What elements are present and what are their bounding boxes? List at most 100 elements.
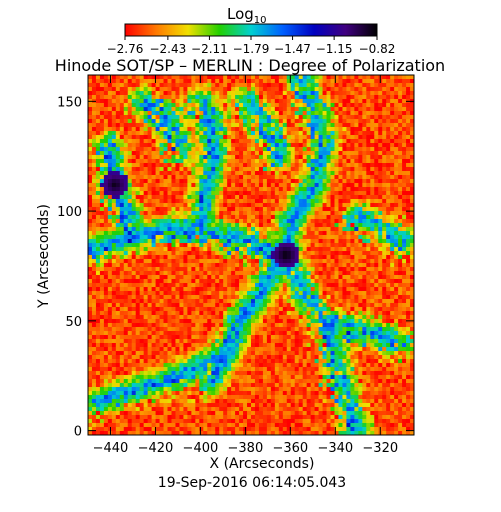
heatmap-cell <box>278 287 284 292</box>
heatmap-cell <box>258 103 264 108</box>
heatmap-cell <box>394 271 399 276</box>
heatmap-cell <box>326 179 331 184</box>
heatmap-cell <box>235 235 240 240</box>
heatmap-cell <box>410 231 414 236</box>
heatmap-cell <box>199 259 204 264</box>
heatmap-cell <box>262 115 268 120</box>
heatmap-cell <box>262 191 268 196</box>
heatmap-cell <box>243 303 248 308</box>
heatmap-cell <box>398 163 403 168</box>
heatmap-cell <box>286 207 292 212</box>
heatmap-cell <box>175 219 180 224</box>
heatmap-cell <box>374 263 379 268</box>
heatmap-cell <box>163 79 168 84</box>
heatmap-cell <box>378 255 383 260</box>
heatmap-cell <box>342 175 347 180</box>
heatmap-cell <box>235 127 240 132</box>
heatmap-cell <box>398 247 403 252</box>
heatmap-cell <box>163 131 168 136</box>
heatmap-cell <box>231 211 236 216</box>
heatmap-cell <box>286 211 292 216</box>
heatmap-cell <box>191 267 196 272</box>
heatmap-cell <box>171 199 176 204</box>
heatmap-cell <box>290 211 296 216</box>
heatmap-cell <box>183 311 188 316</box>
heatmap-cell <box>266 123 272 128</box>
heatmap-cell <box>251 231 256 236</box>
heatmap-cell <box>318 119 323 124</box>
heatmap-cell <box>254 151 260 156</box>
heatmap-cell <box>211 255 216 260</box>
heatmap-cell <box>243 259 248 264</box>
heatmap-cell <box>231 231 236 236</box>
heatmap-cell <box>219 147 224 152</box>
heatmap-cell <box>219 247 224 252</box>
heatmap-cell <box>235 123 240 128</box>
heatmap-cell <box>338 307 343 312</box>
heatmap-cell <box>306 163 312 168</box>
heatmap-cell <box>203 215 208 220</box>
heatmap-cell <box>298 179 304 184</box>
heatmap-cell <box>195 91 200 96</box>
heatmap-cell <box>258 195 264 200</box>
heatmap-cell <box>258 291 264 296</box>
heatmap-cell <box>334 219 339 224</box>
heatmap-cell <box>262 207 268 212</box>
heatmap-cell <box>282 127 288 132</box>
heatmap-cell <box>99 199 105 204</box>
heatmap-cell <box>107 263 113 268</box>
heatmap-cell <box>306 171 312 176</box>
heatmap-cell <box>195 247 200 252</box>
heatmap-cell <box>131 147 137 152</box>
heatmap-cell <box>410 183 414 188</box>
heatmap-cell <box>326 195 331 200</box>
heatmap-cell <box>406 227 411 232</box>
heatmap-cell <box>179 167 184 172</box>
heatmap-cell <box>139 195 145 200</box>
heatmap-cell <box>378 123 383 128</box>
heatmap-cell <box>143 179 149 184</box>
heatmap-cell <box>239 187 244 192</box>
heatmap-cell <box>410 267 414 272</box>
heatmap-cell <box>119 299 125 304</box>
heatmap-cell <box>326 211 331 216</box>
heatmap-cell <box>88 115 93 120</box>
heatmap-cell <box>314 287 319 292</box>
heatmap-cell <box>243 127 248 132</box>
heatmap-cell <box>175 123 180 128</box>
heatmap-cell <box>390 155 395 160</box>
heatmap-cell <box>390 275 395 280</box>
heatmap-cell <box>394 119 399 124</box>
heatmap-cell <box>402 75 407 80</box>
heatmap-cell <box>171 135 176 140</box>
heatmap-cell <box>135 135 141 140</box>
heatmap-cell <box>203 111 208 116</box>
heatmap-cell <box>175 243 180 248</box>
heatmap-cell <box>131 315 137 320</box>
heatmap-cell <box>187 91 192 96</box>
heatmap-cell <box>254 227 260 232</box>
heatmap-cell <box>262 279 268 284</box>
heatmap-cell <box>107 303 113 308</box>
heatmap-cell <box>346 203 351 208</box>
heatmap-cell <box>278 99 284 104</box>
heatmap-cell <box>322 127 327 132</box>
heatmap-cell <box>247 191 252 196</box>
heatmap-cell <box>386 79 391 84</box>
heatmap-cell <box>115 147 121 152</box>
heatmap-cell <box>334 115 339 120</box>
heatmap-cell <box>191 99 196 104</box>
heatmap-cell <box>95 223 101 228</box>
heatmap-cell <box>362 155 367 160</box>
heatmap-cell <box>386 131 391 136</box>
heatmap-cell <box>390 131 395 136</box>
heatmap-cell <box>330 243 335 248</box>
heatmap-cell <box>119 95 125 100</box>
heatmap-cell <box>91 247 97 252</box>
heatmap-cell <box>135 79 141 84</box>
heatmap-cell <box>290 91 296 96</box>
heatmap-cell <box>163 139 168 144</box>
heatmap-cell <box>235 195 240 200</box>
heatmap-cell <box>282 139 288 144</box>
heatmap-cell <box>266 267 272 272</box>
